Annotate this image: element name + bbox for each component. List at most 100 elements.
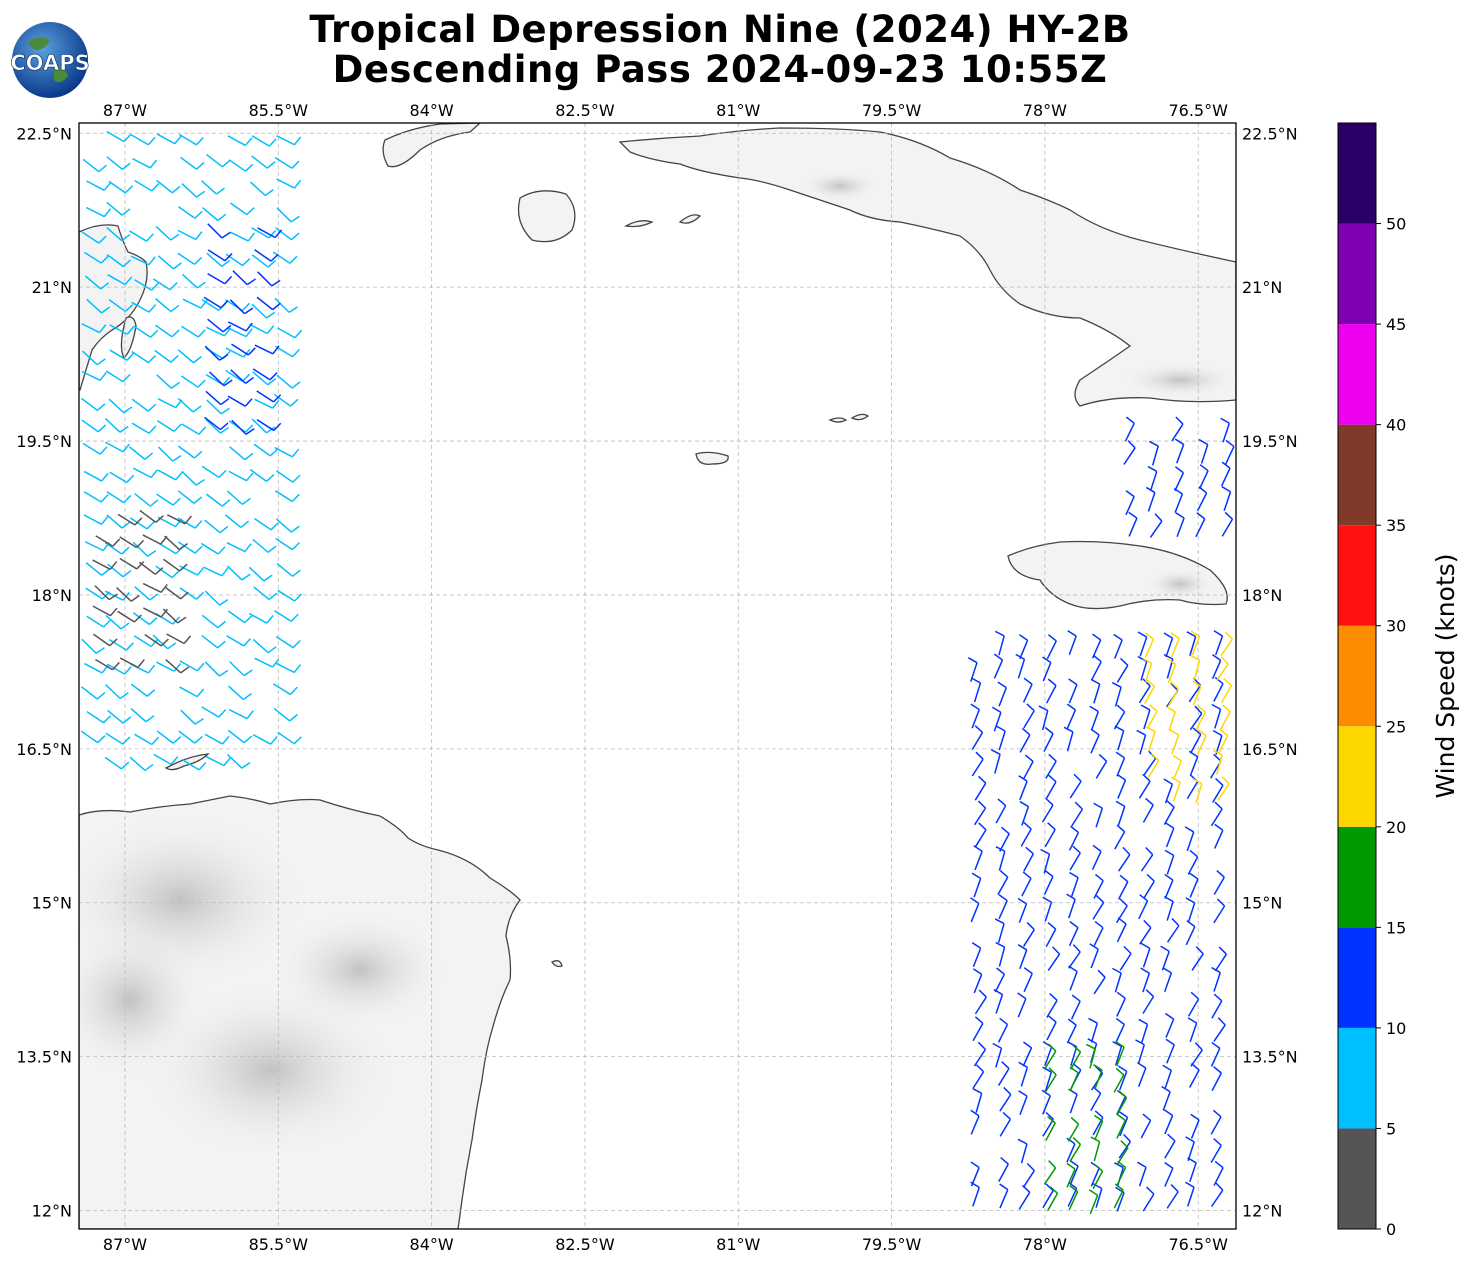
lon-label-top: 85.5°W — [249, 101, 309, 120]
wind-barb-flag — [1072, 1062, 1082, 1071]
wind-barb — [276, 662, 295, 674]
wind-barb-flag — [123, 494, 132, 504]
wind-barb-flag — [145, 715, 155, 723]
wind-barb-flag — [1092, 654, 1102, 663]
wind-barb — [249, 323, 268, 335]
wind-barb — [1118, 1141, 1132, 1159]
wind-barb-flag — [1069, 871, 1079, 879]
wind-barb-flag — [995, 941, 1005, 948]
wind-barb-flag — [293, 664, 302, 673]
wind-barb-flag — [1215, 1182, 1224, 1191]
wind-barb-flag — [1074, 801, 1083, 810]
wind-barb — [1116, 757, 1126, 777]
wind-barb — [1142, 996, 1155, 1014]
colorbar-bin — [1338, 726, 1376, 827]
wind-barb — [1044, 902, 1053, 922]
wind-barb-flag — [221, 259, 231, 267]
wind-barb — [256, 419, 275, 432]
wind-barb — [1123, 447, 1136, 465]
wind-barb — [201, 614, 219, 629]
wind-barb — [106, 156, 123, 171]
wind-barb-flag — [1025, 846, 1034, 855]
colorbar-bin — [1338, 1027, 1376, 1129]
wind-barb-flag — [100, 516, 109, 525]
wind-barb — [974, 850, 983, 871]
wind-barb-flag — [100, 494, 109, 503]
wind-barb — [1020, 828, 1032, 847]
wind-barb-flag — [1223, 678, 1233, 686]
wind-barb-flag — [1045, 797, 1054, 806]
wind-barb — [1138, 780, 1151, 799]
wind-barb — [1190, 734, 1202, 753]
wind-barb — [226, 542, 246, 553]
wind-barb — [1166, 1191, 1179, 1209]
colorbar-label: Wind Speed (knots) — [1431, 553, 1460, 798]
wind-barb-flag — [103, 619, 112, 628]
wind-barb — [1044, 1050, 1057, 1069]
wind-barb-flag — [1221, 461, 1231, 469]
wind-barb-flag — [1026, 922, 1035, 931]
wind-barb-flag — [1094, 1110, 1104, 1119]
wind-barb-flag — [147, 355, 157, 364]
wind-barb — [105, 441, 124, 453]
wind-barb-flag — [1098, 753, 1108, 762]
wind-barb-flag — [1115, 1041, 1125, 1048]
wind-barb-flag — [1089, 705, 1099, 713]
wind-barb — [1193, 660, 1201, 680]
wind-barb-flag — [268, 229, 277, 239]
wind-barb-flag — [1087, 1038, 1097, 1045]
lat-label-right: 12°N — [1242, 1202, 1282, 1221]
wind-barb-flag — [1023, 821, 1032, 830]
wind-barb-flag — [1190, 630, 1200, 638]
wind-barb-flag — [1213, 630, 1223, 637]
wind-barb — [1068, 635, 1077, 656]
wind-barb-flag — [126, 352, 135, 361]
wind-barb-flag — [272, 399, 280, 409]
wind-barb — [1042, 1095, 1051, 1115]
wind-barb — [157, 469, 177, 481]
wind-barb — [973, 1049, 987, 1067]
wind-barb — [275, 636, 294, 649]
wind-barb-flag — [1170, 682, 1179, 692]
wind-barb — [1210, 1189, 1224, 1208]
wind-barb — [181, 325, 199, 338]
wind-barb — [1211, 1000, 1223, 1019]
wind-barb — [1139, 636, 1148, 657]
wind-barb-flag — [1048, 1160, 1057, 1169]
lat-label-right: 21°N — [1242, 278, 1282, 297]
svg-text:COAPS: COAPS — [10, 51, 89, 75]
wind-barb-flag — [1225, 439, 1235, 448]
map-panel[interactable] — [50, 122, 1240, 1230]
wind-barb-flag — [1114, 725, 1124, 732]
wind-barb — [131, 398, 149, 412]
wind-barb-flag — [1213, 1138, 1222, 1146]
lon-label-top: 78°W — [1023, 101, 1067, 120]
wind-barb-flag — [241, 761, 251, 769]
wind-barb-flag — [290, 215, 300, 223]
wind-barb — [1116, 1192, 1125, 1212]
wind-barb — [995, 1048, 1003, 1068]
wind-barb — [144, 633, 162, 647]
wind-barb-flag — [243, 735, 253, 744]
wind-barb — [1119, 953, 1132, 971]
wind-barb-flag — [291, 381, 301, 389]
wind-barb-flag — [266, 325, 275, 334]
wind-barb-flag — [271, 279, 281, 287]
wind-barb-flag — [1144, 632, 1154, 640]
wind-barb — [1019, 640, 1029, 660]
wind-barb — [230, 369, 247, 384]
wind-barb — [95, 658, 113, 671]
wind-barb-flag — [1162, 1064, 1172, 1071]
wind-barb-flag — [170, 354, 179, 363]
wind-barb — [1151, 445, 1159, 466]
wind-barb — [1195, 518, 1206, 538]
wind-barb-flag — [1114, 1162, 1124, 1169]
wind-barb-flag — [292, 640, 301, 649]
wind-barb — [227, 729, 245, 744]
wind-barb-flag — [1095, 894, 1105, 903]
wind-barb-flag — [134, 517, 143, 526]
wind-barb-flag — [183, 635, 192, 644]
wind-barb — [973, 682, 982, 703]
wind-barb — [997, 923, 1005, 944]
wind-barb — [993, 712, 1002, 732]
